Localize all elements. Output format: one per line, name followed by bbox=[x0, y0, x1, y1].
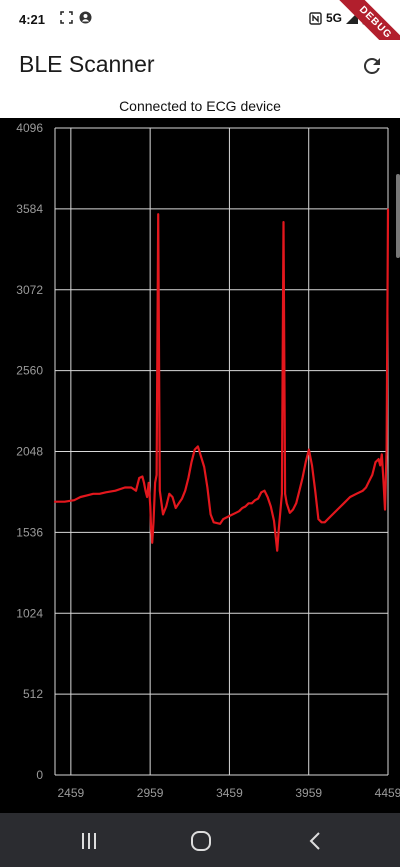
y-tick-label: 1536 bbox=[16, 525, 43, 539]
screenshot-icon bbox=[60, 11, 73, 24]
y-tick-label: 3072 bbox=[16, 283, 43, 297]
x-tick-label: 3459 bbox=[216, 786, 243, 800]
recent-apps-button[interactable] bbox=[71, 823, 107, 859]
status-time: 4:21 bbox=[19, 12, 46, 27]
y-tick-label: 0 bbox=[36, 768, 43, 782]
ecg-chart: 2459 2959 3459 3959 4459 0 512 1024 1536 2048 2560… bbox=[0, 118, 400, 813]
account-circle-icon bbox=[79, 11, 92, 24]
system-navigation-bar bbox=[0, 813, 400, 867]
y-tick-label: 1024 bbox=[16, 606, 43, 620]
connection-status-bar: Connected to ECG device bbox=[0, 94, 400, 118]
y-tick-label: 512 bbox=[23, 687, 43, 701]
home-button[interactable] bbox=[183, 823, 219, 859]
y-tick-label: 3584 bbox=[16, 202, 43, 216]
recent-apps-icon bbox=[82, 833, 96, 849]
connection-status-text: Connected to ECG device bbox=[119, 98, 281, 114]
refresh-icon bbox=[363, 57, 380, 74]
app-title: BLE Scanner bbox=[19, 51, 155, 77]
scrollbar-thumb[interactable] bbox=[396, 174, 400, 258]
back-button[interactable] bbox=[297, 823, 333, 859]
y-tick-label: 2048 bbox=[16, 445, 43, 459]
ecg-series-line bbox=[53, 208, 390, 552]
x-tick-label: 2459 bbox=[58, 786, 85, 800]
ecg-chart-svg: 2459 2959 3459 3959 4459 0 512 1024 1536 2048 2560… bbox=[16, 121, 400, 800]
back-icon bbox=[309, 832, 320, 850]
home-icon bbox=[191, 831, 211, 851]
status-icons-left bbox=[60, 11, 92, 24]
x-tick-label: 2959 bbox=[137, 786, 164, 800]
y-tick-label: 2560 bbox=[16, 364, 43, 378]
app-bar: BLE Scanner bbox=[0, 40, 400, 94]
status-bar: 4:21 5G DEBUG bbox=[0, 0, 400, 69]
x-tick-label: 4459 bbox=[375, 786, 400, 800]
x-tick-label: 3959 bbox=[295, 786, 322, 800]
nfc-icon bbox=[309, 11, 322, 25]
y-tick-label: 4096 bbox=[16, 121, 43, 135]
network-type-label: 5G bbox=[325, 11, 342, 25]
refresh-button[interactable] bbox=[354, 48, 390, 84]
